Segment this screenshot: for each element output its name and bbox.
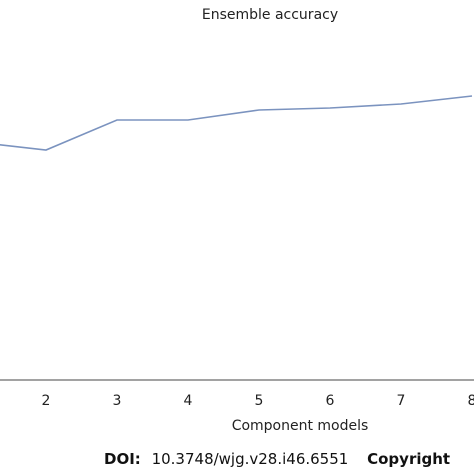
x-axis-label: Component models xyxy=(232,418,369,434)
x-tick-label: 4 xyxy=(184,393,193,409)
x-tick-label: 3 xyxy=(113,393,122,409)
x-tick-label: 7 xyxy=(397,393,406,409)
x-tick-label: 2 xyxy=(42,393,51,409)
copyright: Copyright xyxy=(367,450,450,468)
doi-label: DOI: xyxy=(104,450,141,468)
x-tick-label: 8 xyxy=(468,393,474,409)
x-tick-label: 5 xyxy=(255,393,264,409)
footer: DOI: 10.3748/wjg.v28.i46.6551 Copyright xyxy=(104,450,450,468)
x-tick-label: 6 xyxy=(326,393,335,409)
chart-title: Ensemble accuracy xyxy=(202,7,338,23)
line xyxy=(0,95,473,151)
doi: 10.3748/wjg.v28.i46.6551 xyxy=(152,450,349,468)
